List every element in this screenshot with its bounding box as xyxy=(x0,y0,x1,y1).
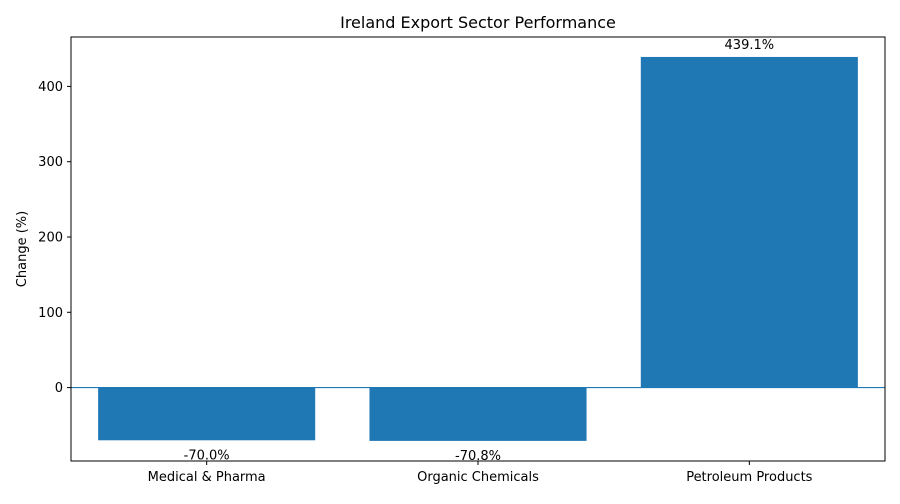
x-tick-label: Organic Chemicals xyxy=(417,470,539,485)
bars-group xyxy=(98,56,858,441)
bar-data-label: -70.0% xyxy=(184,448,230,463)
y-tick-label: 100 xyxy=(38,306,63,321)
y-tick-label: 200 xyxy=(38,230,63,245)
y-axis-ticks: 0 100 200 300 400 xyxy=(38,80,71,396)
bar-data-label: -70.8% xyxy=(455,449,501,464)
bar xyxy=(369,387,587,441)
bar xyxy=(98,387,316,441)
data-labels-group: -70.0% -70.8% 439.1% xyxy=(184,38,774,464)
y-tick-label: 0 xyxy=(55,381,63,396)
bar xyxy=(640,56,858,388)
y-tick-label: 400 xyxy=(38,80,63,95)
y-tick-label: 300 xyxy=(38,155,63,170)
x-tick-label: Petroleum Products xyxy=(686,470,812,485)
y-axis-label: Change (%) xyxy=(15,211,30,287)
chart-title: Ireland Export Sector Performance xyxy=(340,13,616,32)
x-tick-label: Medical & Pharma xyxy=(148,470,266,485)
x-axis-ticks: Medical & Pharma Organic Chemicals Petrole… xyxy=(148,461,813,485)
bar-data-label: 439.1% xyxy=(725,38,775,53)
